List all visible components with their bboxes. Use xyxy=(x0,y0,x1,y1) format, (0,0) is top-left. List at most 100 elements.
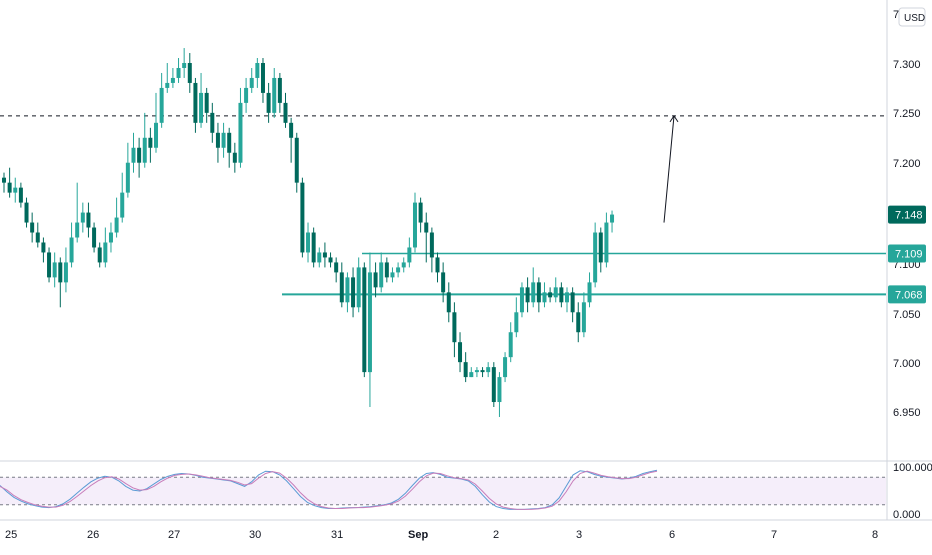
candle-body xyxy=(159,87,164,123)
candle-body xyxy=(35,232,40,243)
date-tick-month: Sep xyxy=(408,529,428,541)
candle-body xyxy=(142,137,147,163)
projection-arrow xyxy=(663,114,679,223)
candle-body xyxy=(227,132,232,153)
candle-body xyxy=(503,357,508,378)
price-badge-last-bg xyxy=(888,205,926,224)
candle-body xyxy=(176,67,181,78)
stochastic-d-line xyxy=(0,470,658,510)
candle-body xyxy=(322,252,327,258)
candle-body xyxy=(458,342,463,363)
candle-body xyxy=(41,242,46,253)
candle-body xyxy=(283,102,288,123)
date-tick: 26 xyxy=(87,529,99,541)
candle-body xyxy=(232,152,237,163)
candle-body xyxy=(559,287,564,303)
candle-body xyxy=(317,252,322,263)
candle-body xyxy=(272,77,277,113)
candle-body xyxy=(463,362,468,378)
candle-body xyxy=(306,232,311,253)
price-badge-level-upper-label: 7.109 xyxy=(895,248,923,260)
candle-body xyxy=(30,222,35,233)
candle-body xyxy=(52,262,57,278)
candle-body xyxy=(238,102,243,163)
candle-body xyxy=(148,137,153,148)
candle-body xyxy=(429,232,434,258)
candle-body xyxy=(480,370,485,373)
candle-body xyxy=(114,217,119,233)
candle-body xyxy=(193,82,198,123)
candle-body xyxy=(412,202,417,248)
projection-arrow-shaft[interactable] xyxy=(663,115,675,223)
candle-body xyxy=(570,292,575,313)
candle-body xyxy=(379,262,384,288)
price-tick: 7.200 xyxy=(893,158,921,170)
candle-body xyxy=(244,87,249,103)
price-badge-level-lower-label: 7.068 xyxy=(895,289,923,301)
candle-body xyxy=(508,332,513,358)
currency-button[interactable]: USD xyxy=(898,7,926,27)
candle-body xyxy=(215,132,220,148)
price-badge-level-lower: 7.068 xyxy=(888,285,926,304)
candle-body xyxy=(154,122,159,148)
candle-body xyxy=(351,277,356,308)
candle-body xyxy=(210,112,215,133)
price-tick: 6.950 xyxy=(893,407,921,419)
candle-body xyxy=(311,232,316,263)
candle-body xyxy=(542,292,547,303)
candle-body xyxy=(525,287,530,303)
candle-body xyxy=(418,202,423,223)
oscillator-tick-bottom: 0.000 xyxy=(893,509,921,521)
candle-body xyxy=(396,267,401,273)
candle-body xyxy=(221,132,226,148)
candle-body xyxy=(125,162,130,193)
candle-body xyxy=(407,247,412,263)
candle-body xyxy=(576,312,581,333)
candle-body xyxy=(531,282,536,303)
candle-body xyxy=(356,267,361,308)
candle-body xyxy=(199,92,204,123)
candle-body xyxy=(277,77,282,103)
candle-body xyxy=(103,242,108,263)
price-tick: 7.050 xyxy=(893,309,921,321)
candle-body xyxy=(598,232,603,263)
date-tick: 2 xyxy=(493,529,499,541)
candle-body xyxy=(170,77,175,83)
price-badge-level-upper: 7.109 xyxy=(888,244,926,263)
date-tick: 7 xyxy=(771,529,777,541)
candle-body xyxy=(204,92,209,113)
price-tick: 7.250 xyxy=(893,108,921,120)
candle-body xyxy=(367,272,372,373)
candle-body xyxy=(182,63,187,68)
date-tick: 3 xyxy=(576,529,582,541)
candle-body xyxy=(373,272,378,288)
candle-body xyxy=(536,282,541,303)
candle-body xyxy=(63,262,68,283)
candle-body xyxy=(80,212,85,223)
candle-body xyxy=(334,262,339,273)
candle-body xyxy=(384,262,389,278)
candle-body xyxy=(266,92,271,113)
price-tick: 7.300 xyxy=(893,59,921,71)
date-tick: 30 xyxy=(249,529,261,541)
candle-body xyxy=(452,312,457,343)
candle-body xyxy=(187,63,192,83)
candle-body xyxy=(604,222,609,263)
candle-body xyxy=(593,232,598,283)
stochastic-lines xyxy=(0,469,658,510)
candle-body xyxy=(362,267,367,373)
candle-body xyxy=(108,232,113,243)
candle-body xyxy=(446,292,451,313)
price-tick: 7.000 xyxy=(893,358,921,370)
candle-body xyxy=(390,272,395,278)
candle-body xyxy=(260,63,265,93)
candle-body xyxy=(565,292,569,303)
candle-body xyxy=(289,122,294,138)
date-tick: 31 xyxy=(331,529,343,541)
candle-body xyxy=(300,182,305,253)
candle-body xyxy=(58,262,63,283)
price-badge-last: 7.148 xyxy=(888,205,926,224)
date-tick: 8 xyxy=(872,529,878,541)
